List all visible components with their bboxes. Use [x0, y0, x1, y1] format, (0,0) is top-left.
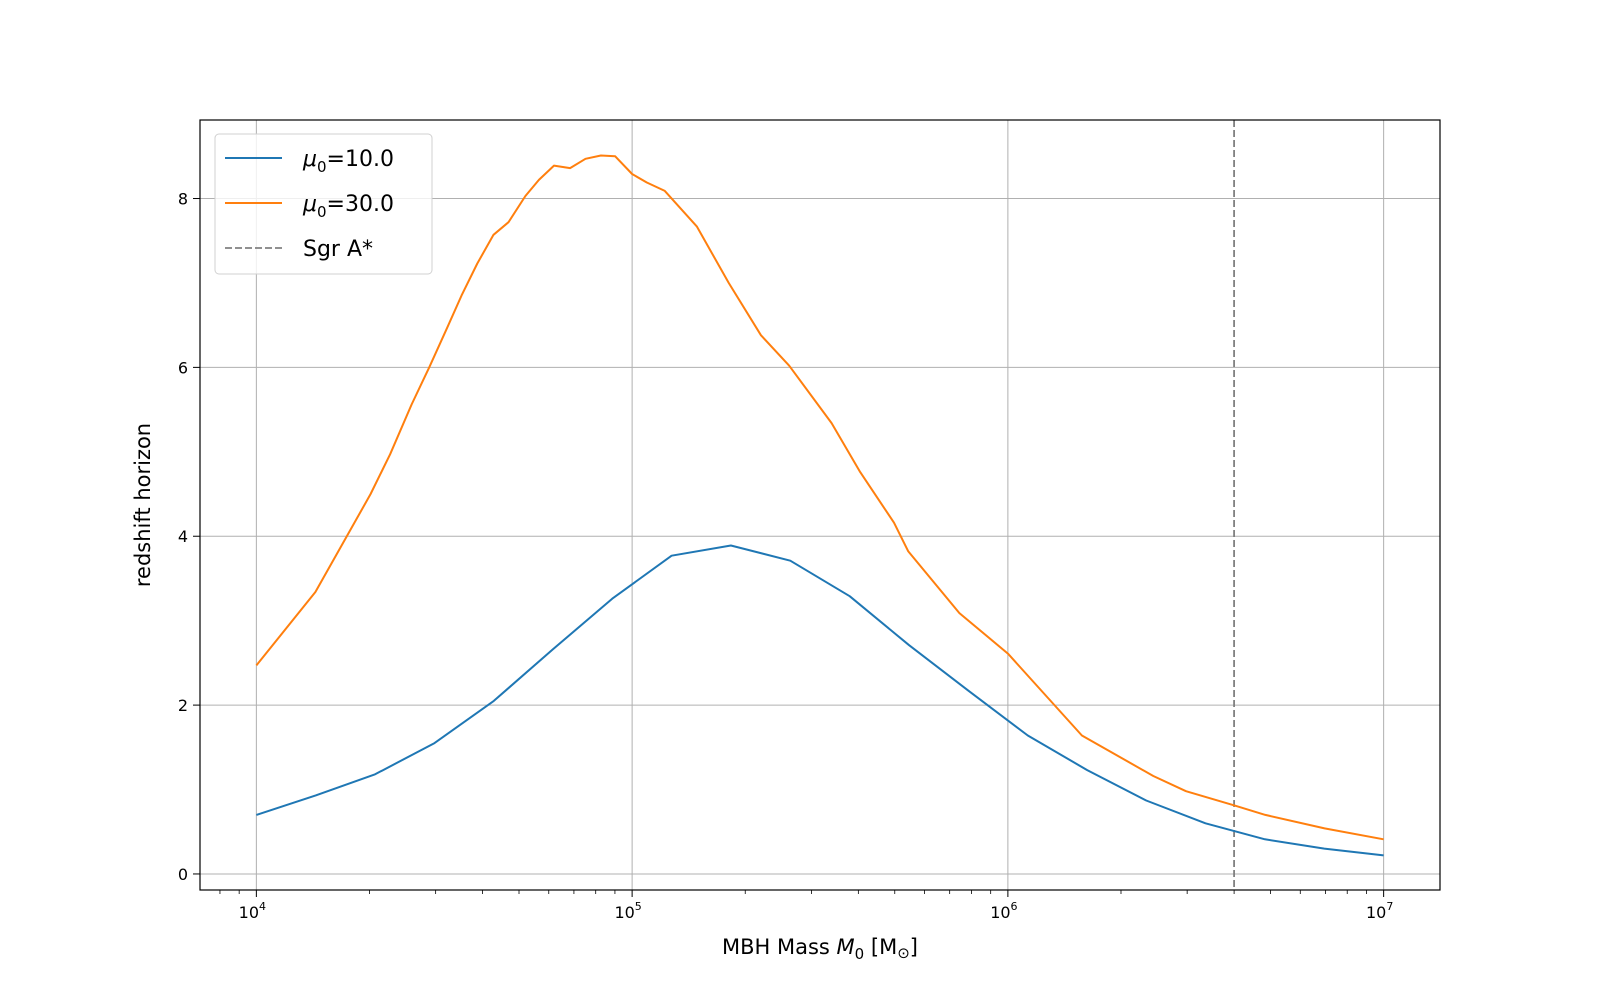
legend-label: μ0=10.0	[302, 147, 394, 176]
y-tick-label: 0	[178, 865, 188, 884]
y-tick-label: 6	[178, 358, 188, 377]
y-tick-label: 4	[178, 527, 188, 546]
legend: μ0=10.0 μ0=30.0 Sgr A*	[214, 133, 433, 275]
series-line-mu10	[256, 544, 1384, 857]
series-line-mu30	[255, 154, 1384, 841]
y-tick-label: 8	[178, 190, 188, 209]
x-tick-label: 104	[239, 900, 266, 922]
axes-frame	[199, 119, 1441, 891]
x-tick-label: 105	[614, 900, 641, 922]
legend-box	[214, 133, 433, 275]
legend-label: Sgr A*	[303, 237, 373, 262]
x-tick-label: 107	[1366, 900, 1393, 922]
x-tick-label: 106	[990, 900, 1017, 922]
x-axis-label: MBH Mass M0 [M⊙]	[722, 935, 918, 963]
y-tick-label: 2	[178, 696, 188, 715]
y-axis-label: redshift horizon	[131, 423, 155, 587]
legend-label: μ0=30.0	[302, 192, 394, 221]
